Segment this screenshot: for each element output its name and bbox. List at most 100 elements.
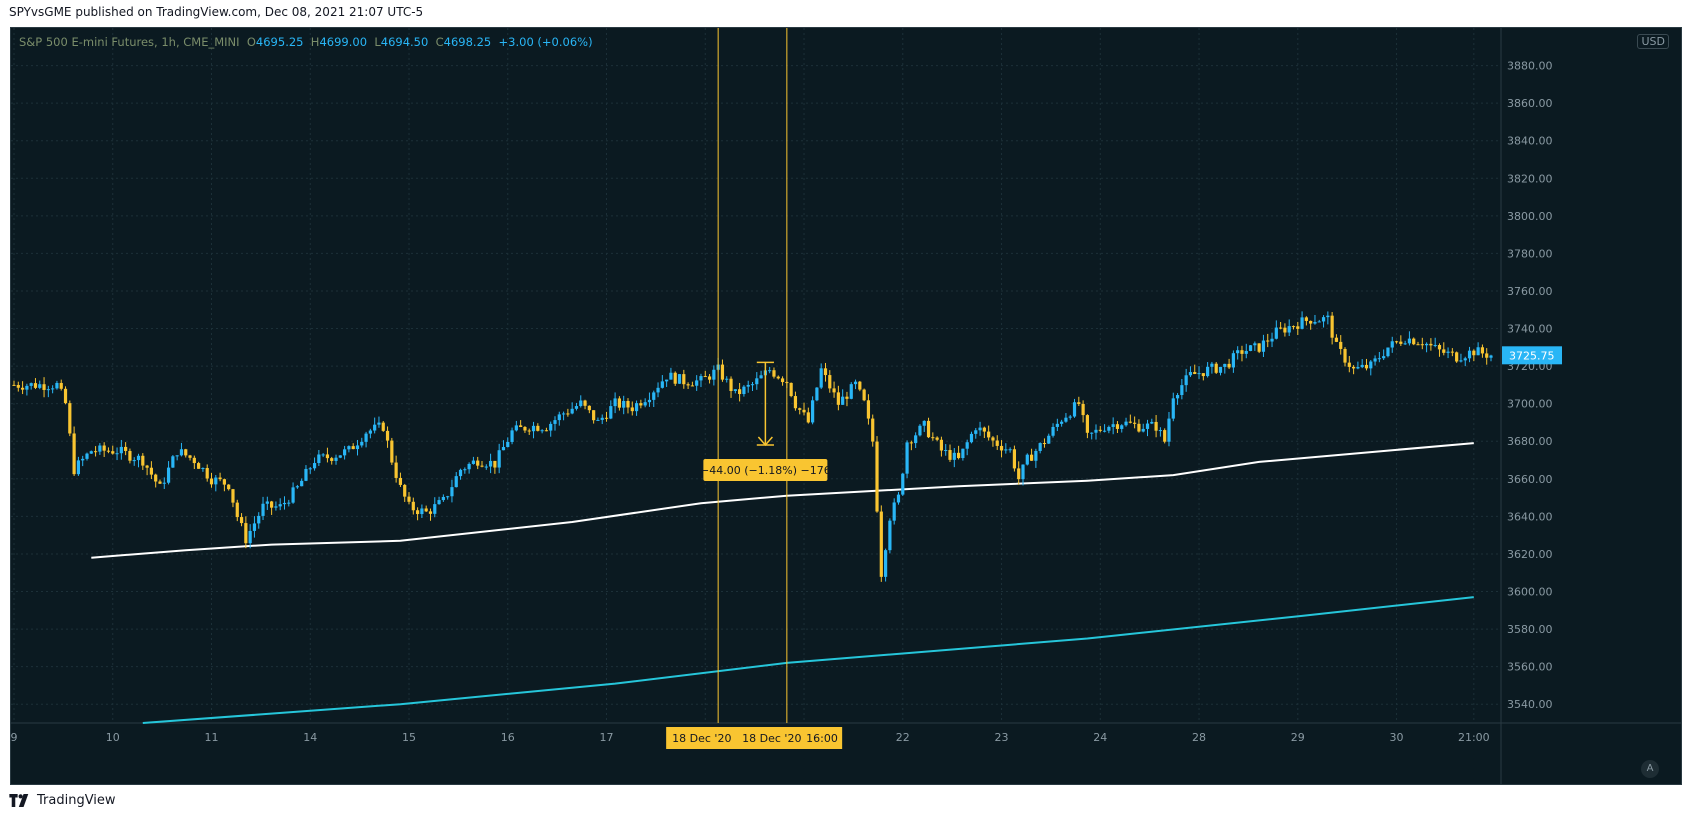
candle-body: [476, 460, 480, 466]
candle-body: [1463, 358, 1467, 361]
candle-body: [613, 398, 617, 407]
candle-body: [1377, 358, 1381, 360]
candle-body: [248, 530, 252, 544]
candle-body: [1197, 373, 1201, 375]
candle-body: [312, 463, 317, 469]
candle-body: [68, 403, 72, 434]
candle-body: [720, 364, 725, 380]
candle-body: [295, 486, 299, 488]
candle-body: [1352, 366, 1356, 369]
auto-scale-button[interactable]: A: [1641, 760, 1659, 778]
candle-body: [415, 510, 420, 515]
candle-body: [501, 447, 506, 451]
candle-body: [1472, 350, 1476, 356]
candle-body: [488, 460, 493, 467]
candle-body: [1455, 352, 1459, 362]
candle-body: [377, 422, 381, 425]
candle-body: [368, 430, 372, 434]
candle-body: [879, 511, 883, 577]
candle-body: [347, 446, 351, 450]
candle-body: [239, 517, 244, 524]
candle-body: [480, 465, 484, 467]
candle-body: [304, 468, 308, 481]
candle-body: [1347, 362, 1351, 367]
candle-body: [514, 425, 518, 431]
candle-body: [1004, 449, 1008, 451]
candle-body: [338, 455, 342, 458]
x-tick-label: 28: [1192, 731, 1206, 744]
candle-body: [72, 433, 76, 475]
candle-body: [364, 433, 368, 442]
candle-body: [282, 502, 287, 505]
candle-body: [1399, 341, 1403, 344]
candle-body: [136, 455, 141, 461]
y-tick-label: 3760.00: [1507, 285, 1553, 298]
legend-high: 4699.00: [319, 35, 368, 49]
candle-body: [192, 457, 196, 464]
candle-body: [519, 425, 523, 427]
candle-body: [1321, 317, 1326, 322]
candle-body: [1446, 351, 1450, 353]
candle-body: [458, 469, 463, 477]
candle-body: [695, 380, 699, 386]
candle-body: [750, 384, 755, 386]
candle-body: [905, 442, 909, 474]
y-tick-label: 3560.00: [1507, 661, 1553, 674]
candle-body: [424, 508, 428, 512]
candle-body: [265, 501, 269, 504]
candle-body: [926, 420, 931, 438]
candle-body: [437, 500, 441, 505]
candle-body: [145, 465, 149, 468]
candle-body: [1236, 350, 1240, 354]
candle-body: [261, 503, 265, 516]
candle-body: [252, 523, 257, 531]
candle-body: [1094, 429, 1098, 433]
candle-body: [411, 501, 415, 511]
candle-body: [1150, 421, 1154, 424]
y-tick-label: 3660.00: [1507, 473, 1553, 486]
candle-body: [308, 468, 312, 470]
candle-body: [1154, 421, 1158, 431]
legend-close-label: C: [435, 35, 444, 49]
candle-body: [63, 388, 68, 404]
candle-body: [888, 520, 892, 551]
candle-body: [407, 496, 411, 502]
candle-body: [1206, 366, 1210, 377]
candle-body: [428, 511, 433, 514]
candle-body: [789, 382, 793, 397]
currency-button[interactable]: USD: [1637, 34, 1669, 49]
candle-body: [566, 413, 570, 415]
candle-body: [793, 396, 798, 409]
candle-body: [1047, 435, 1051, 444]
candle-body: [935, 437, 939, 440]
y-tick-label: 3860.00: [1507, 97, 1553, 110]
candle-body: [1055, 423, 1059, 427]
candle-body: [780, 378, 785, 383]
candle-body: [93, 451, 98, 453]
candle-body: [527, 430, 531, 432]
y-tick-label: 3540.00: [1507, 698, 1553, 711]
candle-body: [1098, 429, 1102, 431]
candle-body: [540, 430, 544, 432]
candle-body: [1180, 385, 1184, 396]
candle-body: [523, 426, 527, 431]
candle-body: [381, 422, 385, 431]
y-tick-label: 3600.00: [1507, 586, 1553, 599]
candle-body: [128, 450, 132, 461]
chart-frame[interactable]: 3540.00 3560.00 3580.00 3600.00 3620.00 3640.…: [10, 27, 1682, 785]
candle-body: [755, 378, 759, 385]
y-tick-label: 3700.00: [1507, 398, 1553, 411]
candle-body: [394, 462, 398, 478]
candle-body: [1201, 373, 1205, 377]
x-tick-label: 29: [1291, 731, 1305, 744]
candle-body: [845, 396, 849, 399]
price-chart[interactable]: 3540.00 3560.00 3580.00 3600.00 3620.00 3640.…: [11, 28, 1682, 785]
candle-body: [909, 442, 913, 444]
x-tick-label: 24: [1093, 731, 1107, 744]
candle-body: [536, 425, 540, 431]
candle-body: [244, 523, 248, 544]
candle-body: [25, 385, 29, 390]
candle-body: [201, 468, 205, 470]
candle-body: [1304, 317, 1308, 321]
candle-body: [1296, 326, 1300, 329]
